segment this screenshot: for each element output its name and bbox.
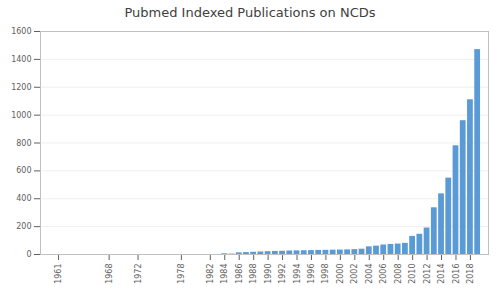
svg-text:1990: 1990 [264,264,273,284]
svg-text:1986: 1986 [235,264,244,284]
svg-text:1982: 1982 [206,264,215,284]
svg-text:1996: 1996 [307,264,316,284]
svg-text:2014: 2014 [437,264,446,284]
svg-text:2006: 2006 [379,264,388,284]
svg-text:1200: 1200 [11,83,31,92]
svg-text:400: 400 [16,194,31,203]
svg-text:2012: 2012 [423,264,432,284]
svg-text:1978: 1978 [177,264,186,284]
svg-text:2016: 2016 [452,264,461,284]
svg-text:1400: 1400 [11,55,31,64]
svg-text:800: 800 [16,139,31,148]
svg-text:600: 600 [16,166,31,175]
svg-text:0: 0 [26,250,31,259]
svg-text:2000: 2000 [336,264,345,284]
svg-text:1600: 1600 [11,27,31,36]
svg-text:1992: 1992 [278,264,287,284]
svg-text:2002: 2002 [350,264,359,284]
svg-text:2010: 2010 [408,264,417,284]
svg-text:1988: 1988 [249,264,258,284]
html-text:Pubmed Indexed Publications on: Pubmed Indexed Publications on NCDs [124,5,376,20]
svg-text:2004: 2004 [365,264,374,284]
svg-text:200: 200 [16,222,31,231]
svg-text:2018: 2018 [466,264,475,284]
svg-text:1000: 1000 [11,111,31,120]
svg-text:1984: 1984 [220,264,229,284]
svg-text:1968: 1968 [105,264,114,284]
svg-text:1994: 1994 [293,264,302,284]
svg-text:1961: 1961 [54,264,63,284]
svg-text:1972: 1972 [134,264,143,284]
svg-text:1998: 1998 [321,264,330,284]
svg-text:2008: 2008 [394,264,403,284]
